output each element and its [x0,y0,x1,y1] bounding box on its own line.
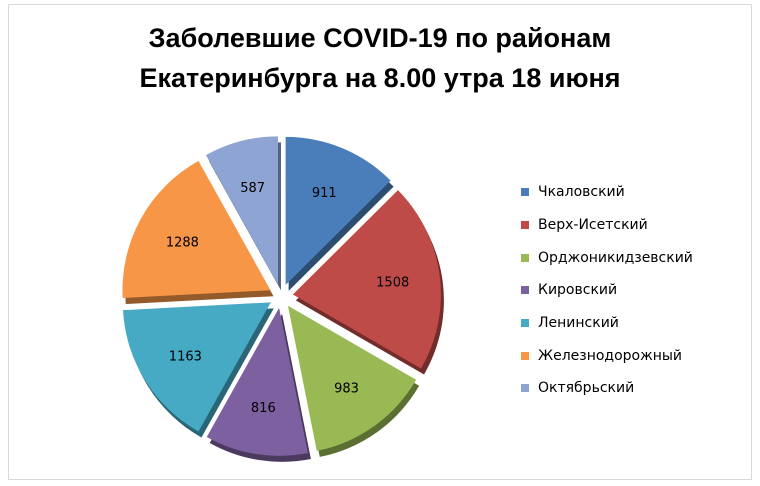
chart-title-line-1: Заболевшие COVID-19 по районам [148,23,612,53]
pie-slice-face-5 [123,302,271,432]
legend-label-7: Октябрьский [538,380,635,397]
legend-item-3: Орджоникидзевский [521,241,693,274]
legend-swatch-3 [521,253,529,262]
legend-item-6: Железнодорожный [521,339,693,372]
data-label-5: 1163 [169,349,202,364]
data-label-7: 587 [240,181,265,196]
data-label-6: 1288 [166,236,199,251]
legend-swatch-4 [521,286,529,295]
legend-swatch-6 [521,351,529,360]
chart-title: Заболевшие COVID-19 по районам Екатеринб… [0,18,760,98]
pie-slice-4: 816 [206,307,311,462]
pie-slice-2: 1508 [292,190,444,375]
pie-slice-5: 1163 [123,302,274,438]
pie-slice-face-2 [292,190,441,369]
legend-label-6: Железнодорожный [538,347,683,364]
pie-slice-face-6 [122,160,271,299]
legend-swatch-5 [521,319,529,328]
legend-swatch-1 [521,188,529,197]
pie-slice-7: 587 [205,136,281,291]
data-label-3: 983 [334,382,359,397]
pie-slice-face-3 [287,305,417,451]
legend-label-4: Кировский [538,282,618,299]
chart-title-line-2: Екатеринбурга на 8.00 утра 18 июня [139,63,621,93]
legend-label-2: Верх-Исетский [538,217,648,234]
legend-item-4: Кировский [521,274,693,307]
pie-slice-face-7 [205,136,278,285]
legend-label-5: Ленинский [538,315,619,332]
data-label-1: 911 [312,186,337,201]
legend-label-3: Орджоникидзевский [538,249,693,266]
legend-swatch-7 [521,384,529,393]
chart-legend: Чкаловский Верх-Исетский Орджоникидзевский… [521,176,693,405]
pie-slice-1: 911 [285,136,394,291]
chart-frame [8,4,752,480]
pie-slice-face-1 [285,136,391,285]
legend-item-2: Верх-Исетский [521,209,693,242]
pie-slice-face-4 [206,307,308,456]
data-label-4: 816 [251,401,276,416]
pie-slice-6: 1288 [122,160,274,305]
data-label-2: 1508 [376,276,409,291]
legend-item-5: Ленинский [521,307,693,340]
pie-slice-3: 983 [287,305,420,457]
legend-swatch-2 [521,221,529,230]
legend-label-1: Чкаловский [538,184,625,201]
legend-item-1: Чкаловский [521,176,693,209]
legend-item-7: Октябрьский [521,372,693,405]
